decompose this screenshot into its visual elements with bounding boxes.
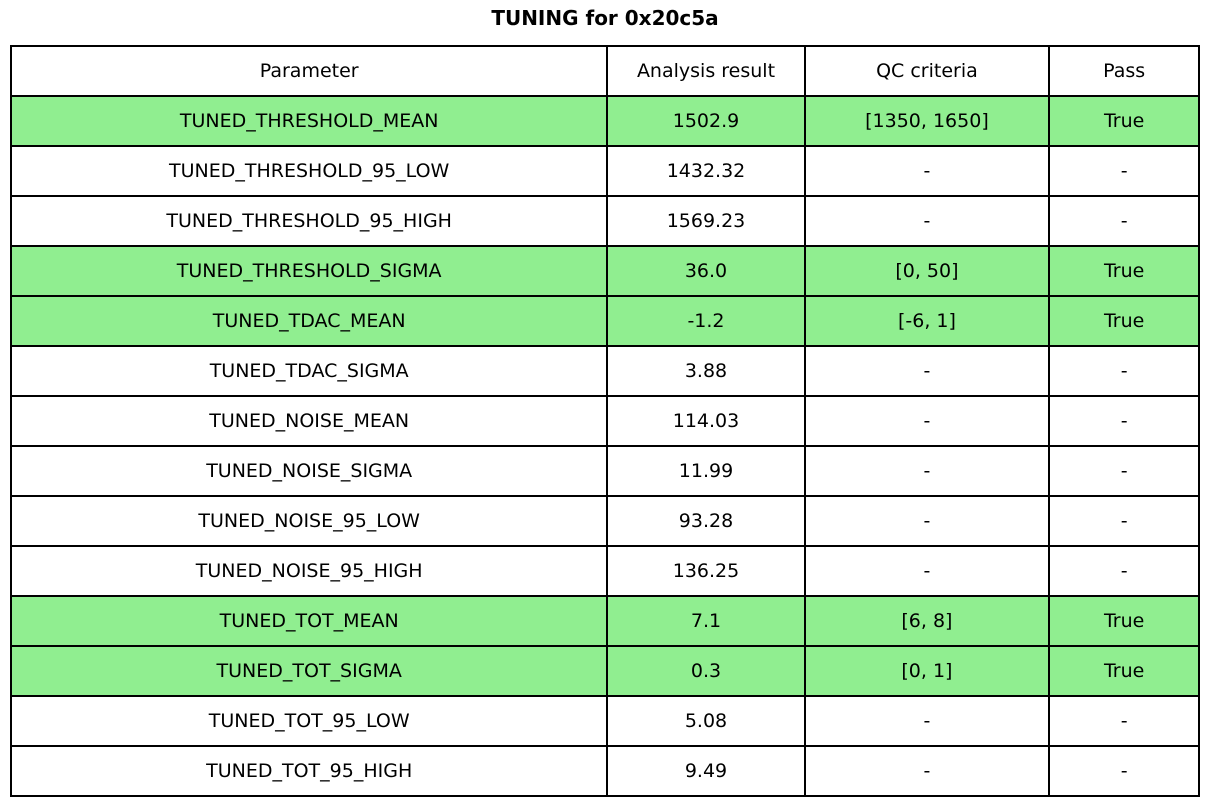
pass-cell: - [1048,545,1200,597]
pass-cell: True [1048,95,1200,147]
column-header-qc-criteria: QC criteria [803,45,1051,97]
result-cell: 1432.32 [606,145,806,197]
pass-cell: - [1048,195,1200,247]
parameter-cell: TUNED_THRESHOLD_MEAN [9,95,609,147]
pass-cell: - [1048,395,1200,447]
table-row: TUNED_NOISE_95_HIGH 136.25- - [9,545,1200,597]
result-cell: 1502.9 [606,95,806,147]
table-row: TUNED_NOISE_MEAN 114.03- - [9,395,1200,447]
table-row: TUNED_TOT_95_HIGH 9.49- - [9,745,1200,797]
parameter-cell: TUNED_THRESHOLD_95_HIGH [9,195,609,247]
pass-cell: True [1048,295,1200,347]
qc-cell: [1350, 1650] [803,95,1051,147]
pass-cell: - [1048,345,1200,397]
qc-cell: - [803,745,1051,797]
parameter-cell: TUNED_TOT_95_HIGH [9,745,609,797]
table-row: TUNED_NOISE_SIGMA 11.99- - [9,445,1200,497]
pass-cell: - [1048,695,1200,747]
table-body: TUNED_THRESHOLD_MEAN 1502.9 [1350, 1650] Tr… [9,95,1200,797]
table-row: TUNED_THRESHOLD_95_HIGH 1569.23- - [9,195,1200,247]
result-cell: 1569.23 [606,195,806,247]
parameter-cell: TUNED_THRESHOLD_SIGMA [9,245,609,297]
result-cell: 9.49 [606,745,806,797]
parameter-cell: TUNED_TOT_95_LOW [9,695,609,747]
table-row: TUNED_TOT_SIGMA 0.3 [0, 1] True [9,645,1200,697]
parameter-cell: TUNED_TDAC_SIGMA [9,345,609,397]
qc-cell: [-6, 1] [803,295,1051,347]
result-cell: 7.1 [606,595,806,647]
table-row: TUNED_TOT_95_LOW 5.08- - [9,695,1200,747]
pass-cell: - [1048,495,1200,547]
parameter-cell: TUNED_THRESHOLD_95_LOW [9,145,609,197]
parameter-cell: TUNED_NOISE_95_LOW [9,495,609,547]
result-cell: 11.99 [606,445,806,497]
result-cell: 93.28 [606,495,806,547]
table-row: TUNED_TDAC_SIGMA 3.88- - [9,345,1200,397]
pass-cell: - [1048,745,1200,797]
qc-cell: [6, 8] [803,595,1051,647]
page-title: TUNING for 0x20c5a [491,6,719,30]
qc-cell: - [803,195,1051,247]
tuning-qc-table: Parameter Analysis result QC criteria Pa… [9,45,1200,797]
result-cell: 114.03 [606,395,806,447]
result-cell: 0.3 [606,645,806,697]
result-cell: 36.0 [606,245,806,297]
qc-cell: - [803,345,1051,397]
table-row: TUNED_THRESHOLD_SIGMA 36.0 [0, 50] True [9,245,1200,297]
pass-cell: True [1048,595,1200,647]
pass-cell: True [1048,645,1200,697]
pass-cell: True [1048,245,1200,297]
qc-cell: - [803,145,1051,197]
result-cell: -1.2 [606,295,806,347]
qc-cell: - [803,495,1051,547]
parameter-cell: TUNED_TOT_SIGMA [9,645,609,697]
parameter-cell: TUNED_NOISE_95_HIGH [9,545,609,597]
qc-cell: [0, 1] [803,645,1051,697]
parameter-cell: TUNED_TOT_MEAN [9,595,609,647]
table-header: Parameter Analysis result QC criteria Pa… [9,45,1200,97]
parameter-cell: TUNED_NOISE_SIGMA [9,445,609,497]
header-row: Parameter Analysis result QC criteria Pa… [9,45,1200,97]
result-cell: 3.88 [606,345,806,397]
qc-cell: - [803,545,1051,597]
table-row: TUNED_TDAC_MEAN -1.2 [-6, 1] True [9,295,1200,347]
table-row: TUNED_NOISE_95_LOW 93.28- - [9,495,1200,547]
column-header-pass: Pass [1048,45,1200,97]
result-cell: 5.08 [606,695,806,747]
column-header-analysis-result: Analysis result [606,45,806,97]
qc-cell: - [803,445,1051,497]
pass-cell: - [1048,145,1200,197]
table-row: TUNED_THRESHOLD_MEAN 1502.9 [1350, 1650] Tr… [9,95,1200,147]
column-header-parameter: Parameter [9,45,609,97]
pass-cell: - [1048,445,1200,497]
parameter-cell: TUNED_NOISE_MEAN [9,395,609,447]
qc-cell: - [803,395,1051,447]
result-cell: 136.25 [606,545,806,597]
parameter-cell: TUNED_TDAC_MEAN [9,295,609,347]
table-row: TUNED_THRESHOLD_95_LOW 1432.32- - [9,145,1200,197]
table-row: TUNED_TOT_MEAN 7.1 [6, 8] True [9,595,1200,647]
qc-cell: [0, 50] [803,245,1051,297]
qc-cell: - [803,695,1051,747]
